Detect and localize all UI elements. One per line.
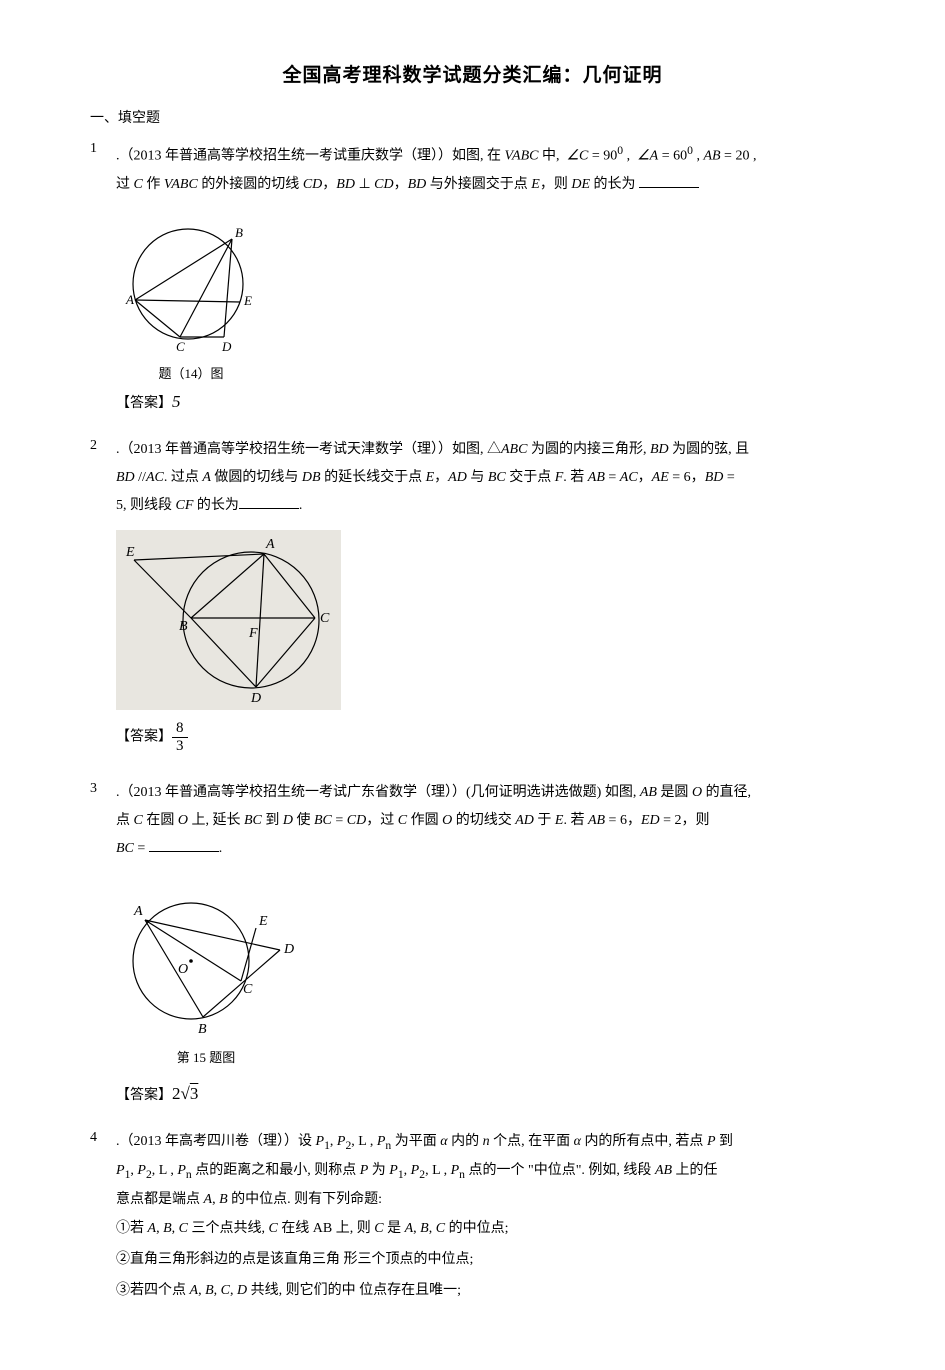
problem-number: 4 [90,1128,108,1146]
problem-text-line2: 点 C 在圆 O 上, 延长 BC 到 D 使 BC = CD，过 C 作圆 O… [90,807,855,835]
svg-text:O: O [178,962,188,977]
svg-text:B: B [235,225,243,240]
svg-text:D: D [283,942,294,957]
problem-number: 2 [90,436,108,454]
svg-text:F: F [248,626,258,641]
answer-2: 【答案】83 [90,720,855,755]
problem-text: .（2013 年普通高等学校招生统一考试天津数学（理））如图, △ABC 为圆的… [116,436,855,464]
problem-3: 3 .（2013 年普通高等学校招生统一考试广东省数学（理））(几何证明选讲选做… [90,779,855,1104]
answer-3: 【答案】2√3 [90,1084,855,1104]
svg-text:C: C [176,339,185,354]
problem-4: 4 .（2013 年高考四川卷（理））设 P1, P2, L , Pn 为平面 … [90,1128,855,1307]
figure-1: A B C D E 题（14）图 [90,209,855,382]
figure-caption-3: 第 15 题图 [116,1047,296,1066]
page-title: 全国高考理科数学试题分类汇编：几何证明 [90,60,855,87]
geometry-figure-1: A B C D E [116,209,266,359]
problem-number: 3 [90,779,108,797]
problem-text: .（2013 年高考四川卷（理））设 P1, P2, L , Pn 为平面 α … [116,1128,855,1157]
geometry-figure-3: A E D O C B [116,873,296,1043]
problem-text-line2: BD //AC. 过点 A 做圆的切线与 DB 的延长线交于点 E，AD 与 B… [90,464,855,492]
problem-2: 2 .（2013 年普通高等学校招生统一考试天津数学（理））如图, △ABC 为… [90,436,855,755]
svg-text:C: C [320,611,330,626]
problem-text: .（2013 年普通高等学校招生统一考试重庆数学（理））如图, 在 VABC 中… [116,139,855,171]
svg-text:E: E [125,545,135,560]
figure-2: E A B F C D [90,530,855,710]
figure-caption-1: 题（14）图 [116,363,266,382]
problem-text-line3: 意点都是端点 A, B 的中位点. 则有下列命题: [90,1186,855,1214]
section-header: 一、填空题 [90,107,855,127]
sub-item-2: ②直角三角形斜边的点是该直角三角 形三个顶点的中位点; [90,1245,855,1276]
svg-text:D: D [221,339,232,354]
svg-text:B: B [198,1022,207,1037]
problem-text: .（2013 年普通高等学校招生统一考试广东省数学（理））(几何证明选讲选做题)… [116,779,855,807]
problem-text-line3: BC = . [90,835,855,863]
figure-3: A E D O C B 第 15 题图 [90,873,855,1066]
sub-item-1: ①若 A, B, C 三个点共线, C 在线 AB 上, 则 C 是 A, B,… [90,1214,855,1245]
svg-text:E: E [243,293,252,308]
geometry-figure-2: E A B F C D [116,530,341,710]
svg-text:E: E [258,914,268,929]
svg-text:A: A [125,292,134,307]
svg-text:C: C [243,982,253,997]
svg-text:D: D [250,691,261,706]
svg-text:A: A [265,537,275,552]
sub-item-3: ③若四个点 A, B, C, D 共线, 则它们的中 位点存在且唯一; [90,1276,855,1307]
svg-text:A: A [133,904,143,919]
problem-text-line3: 5, 则线段 CF 的长为. [90,492,855,520]
svg-text:B: B [179,619,188,634]
problem-number: 1 [90,139,108,157]
problem-1: 1 .（2013 年普通高等学校招生统一考试重庆数学（理））如图, 在 VABC… [90,139,855,412]
problem-text-line2: 过 C 作 VABC 的外接圆的切线 CD，BD ⊥ CD，BD 与外接圆交于点… [90,171,855,199]
problem-text-line2: P1, P2, L , Pn 点的距离之和最小, 则称点 P 为 P1, P2,… [90,1157,855,1186]
answer-1: 【答案】5 [90,392,855,412]
